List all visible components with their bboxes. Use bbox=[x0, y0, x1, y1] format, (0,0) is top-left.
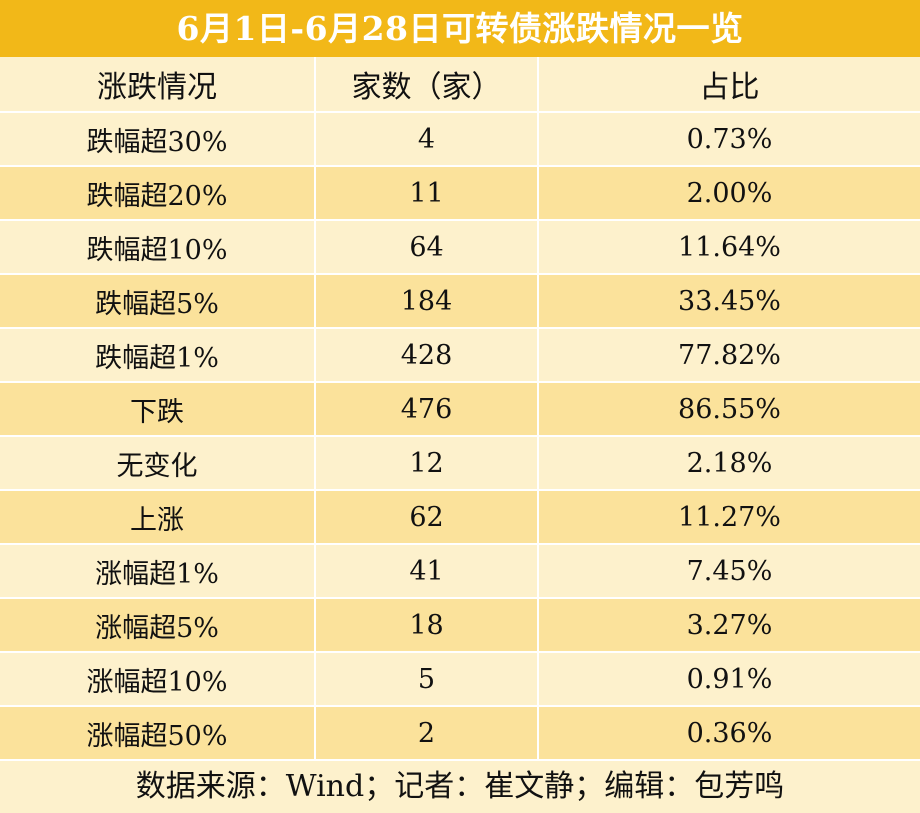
table-row: 跌幅超10% 64 11.64% bbox=[0, 220, 920, 275]
row-count: 184 bbox=[315, 274, 539, 329]
row-label: 跌幅超1% bbox=[0, 328, 316, 383]
row-count: 2 bbox=[315, 706, 539, 761]
row-count: 41 bbox=[315, 544, 539, 599]
row-label: 涨幅超1% bbox=[0, 544, 316, 599]
table-row: 跌幅超20% 11 2.00% bbox=[0, 166, 920, 221]
table-row: 涨幅超5% 18 3.27% bbox=[0, 598, 920, 653]
row-label: 跌幅超5% bbox=[0, 274, 316, 329]
header-count: 家数（家） bbox=[315, 57, 539, 113]
row-ratio: 7.45% bbox=[538, 544, 920, 599]
row-count: 11 bbox=[315, 166, 539, 221]
source-credit: 数据来源：Wind；记者：崔文静；编辑：包芳鸣 bbox=[0, 761, 920, 813]
row-ratio: 0.36% bbox=[538, 706, 920, 761]
row-count: 18 bbox=[315, 598, 539, 653]
row-label: 涨幅超50% bbox=[0, 706, 316, 761]
row-count: 64 bbox=[315, 220, 539, 275]
table-row: 涨幅超50% 2 0.36% bbox=[0, 706, 920, 761]
row-ratio: 77.82% bbox=[538, 328, 920, 383]
table-row: 跌幅超30% 4 0.73% bbox=[0, 112, 920, 167]
header-row: 涨跌情况 家数（家） 占比 bbox=[0, 57, 920, 113]
row-label: 上涨 bbox=[0, 490, 316, 545]
table-row: 跌幅超1% 428 77.82% bbox=[0, 328, 920, 383]
row-ratio: 11.64% bbox=[538, 220, 920, 275]
data-table: 涨跌情况 家数（家） 占比 跌幅超30% 4 0.73% 跌幅超20% 11 2… bbox=[0, 57, 920, 761]
row-count: 5 bbox=[315, 652, 539, 707]
row-ratio: 3.27% bbox=[538, 598, 920, 653]
table-row: 涨幅超10% 5 0.91% bbox=[0, 652, 920, 707]
row-count: 62 bbox=[315, 490, 539, 545]
row-label: 涨幅超5% bbox=[0, 598, 316, 653]
row-ratio: 33.45% bbox=[538, 274, 920, 329]
header-ratio: 占比 bbox=[538, 57, 920, 113]
row-label: 跌幅超30% bbox=[0, 112, 316, 167]
table-row: 上涨 62 11.27% bbox=[0, 490, 920, 545]
row-ratio: 86.55% bbox=[538, 382, 920, 437]
row-ratio: 0.91% bbox=[538, 652, 920, 707]
row-count: 476 bbox=[315, 382, 539, 437]
row-ratio: 0.73% bbox=[538, 112, 920, 167]
table-row: 跌幅超5% 184 33.45% bbox=[0, 274, 920, 329]
row-count: 4 bbox=[315, 112, 539, 167]
table-title: 6月1日-6月28日可转债涨跌情况一览 bbox=[0, 0, 920, 57]
row-count: 428 bbox=[315, 328, 539, 383]
header-category: 涨跌情况 bbox=[0, 57, 316, 113]
row-label: 涨幅超10% bbox=[0, 652, 316, 707]
row-count: 12 bbox=[315, 436, 539, 491]
table-row: 无变化 12 2.18% bbox=[0, 436, 920, 491]
row-label: 跌幅超20% bbox=[0, 166, 316, 221]
row-ratio: 2.00% bbox=[538, 166, 920, 221]
table-row: 涨幅超1% 41 7.45% bbox=[0, 544, 920, 599]
row-ratio: 2.18% bbox=[538, 436, 920, 491]
table-row: 下跌 476 86.55% bbox=[0, 382, 920, 437]
row-ratio: 11.27% bbox=[538, 490, 920, 545]
row-label: 跌幅超10% bbox=[0, 220, 316, 275]
row-label: 无变化 bbox=[0, 436, 316, 491]
row-label: 下跌 bbox=[0, 382, 316, 437]
